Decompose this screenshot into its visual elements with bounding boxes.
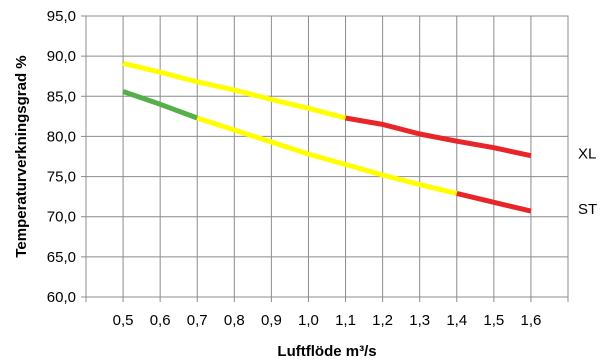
series-xl-segment <box>122 60 347 121</box>
y-tick-label: 75,0 <box>47 169 76 186</box>
x-tick-label: 0,5 <box>113 312 134 329</box>
series-st <box>122 89 532 214</box>
x-tick-label: 1,3 <box>409 312 430 329</box>
x-axis-ticks: 0,5 0,6 0,7 0,8 0,9 1,0 1,1 1,2 1,3 1,4 1,5 1,6 <box>85 297 569 329</box>
series-label-st: ST <box>578 201 597 218</box>
x-tick-label: 1,5 <box>483 312 504 329</box>
series-st-segment <box>456 190 532 214</box>
x-tick-label: 1,0 <box>298 312 319 329</box>
y-tick-label: 95,0 <box>47 8 76 25</box>
y-tick-label: 65,0 <box>47 249 76 266</box>
series-layer <box>122 60 532 214</box>
y-tick-label: 80,0 <box>47 128 76 145</box>
x-tick-label: 1,1 <box>335 312 356 329</box>
x-tick-label: 1,2 <box>372 312 393 329</box>
x-tick-label: 0,9 <box>261 312 282 329</box>
series-xl-segment <box>345 115 532 159</box>
x-tick-label: 1,6 <box>520 312 541 329</box>
series-xl <box>122 60 532 159</box>
x-tick-label: 0,8 <box>224 312 245 329</box>
x-tick-label: 0,7 <box>187 312 208 329</box>
y-tick-label: 70,0 <box>47 209 76 226</box>
series-label-xl: XL <box>578 146 596 163</box>
x-tick-label: 0,6 <box>150 312 171 329</box>
x-tick-label: 1,4 <box>446 312 467 329</box>
y-axis-ticks: 60,0 65,0 70,0 75,0 80,0 85,0 90,0 95,0 <box>47 8 86 306</box>
y-tick-label: 60,0 <box>47 289 76 306</box>
series-st-segment <box>196 115 458 196</box>
x-axis-title: Luftflöde m³/s <box>277 343 376 360</box>
y-axis-title: Temperaturverkningsgrad % <box>13 55 30 257</box>
y-tick-label: 85,0 <box>47 88 76 105</box>
plot-area <box>85 15 569 298</box>
series-labels: XL ST <box>578 146 597 218</box>
series-st-segment <box>122 89 199 121</box>
grid <box>86 15 568 298</box>
y-tick-label: 90,0 <box>47 48 76 65</box>
